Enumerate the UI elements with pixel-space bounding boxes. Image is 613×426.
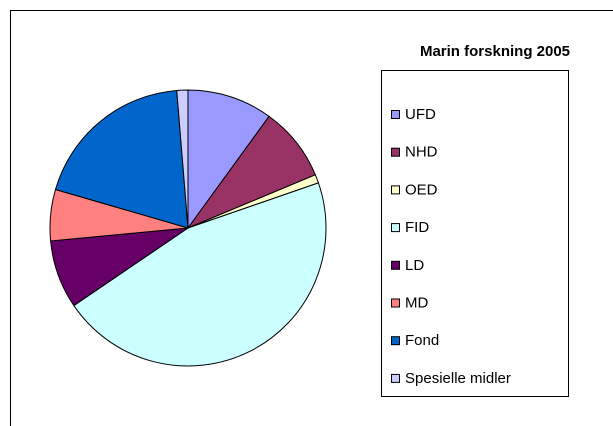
- legend-label: UFD: [405, 106, 436, 123]
- legend-swatch: [391, 223, 400, 233]
- pie-slice: [176, 89, 189, 229]
- legend-label: MD: [405, 294, 428, 311]
- legend-label: Fond: [405, 332, 439, 349]
- legend-label: Spesielle midler: [405, 370, 511, 387]
- legend-swatch: [391, 336, 400, 346]
- legend-swatch: [391, 373, 400, 383]
- legend-swatch: [391, 260, 400, 270]
- legend-label: LD: [405, 257, 424, 274]
- legend-swatch: [391, 110, 400, 119]
- pie-slice: [73, 182, 327, 367]
- pie-slice: [187, 89, 270, 230]
- legend-label: OED: [405, 181, 438, 198]
- chart-title: Marin forskning 2005: [420, 43, 570, 60]
- legend-swatch: [391, 147, 400, 157]
- legend-swatch: [391, 298, 400, 308]
- pie-slice: [54, 89, 189, 229]
- legend-swatch: [391, 185, 400, 195]
- legend-label: FID: [405, 219, 429, 236]
- legend-label: NHD: [405, 144, 438, 161]
- legend-box: [381, 70, 569, 397]
